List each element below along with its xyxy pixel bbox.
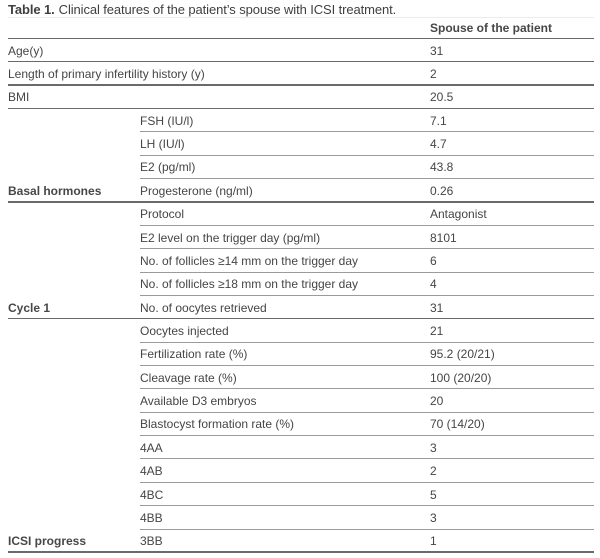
row-value: 43.8 — [430, 160, 454, 175]
table-row-age: Age(y) 31 — [8, 39, 594, 63]
table-row-protocol: Protocol Antagonist — [8, 203, 594, 227]
row-value: 4.7 — [430, 137, 447, 152]
row-parameter: BMI — [8, 90, 30, 105]
row-group-label: Basal hormones — [8, 183, 102, 198]
row-value: Antagonist — [430, 207, 487, 222]
row-value: 6 — [430, 253, 437, 268]
column-header-spouse: Spouse of the patient — [430, 21, 553, 35]
row-group-label: Cycle 1 — [8, 300, 51, 315]
table-caption-label: Table 1. — [8, 2, 55, 17]
row-value: 4 — [430, 277, 437, 292]
table-row-e2: E2 (pg/ml) 43.8 — [8, 156, 594, 180]
table-row-4bb: 4BB 3 — [8, 506, 594, 530]
table-row-bmi: BMI 20.5 — [8, 86, 594, 110]
row-parameter: Blastocyst formation rate (%) — [140, 417, 295, 432]
row-value: 31 — [430, 43, 444, 58]
table-row-4ab: 4AB 2 — [8, 459, 594, 484]
row-value: 20 — [430, 394, 444, 409]
row-value: 7.1 — [430, 113, 447, 128]
row-group-label: ICSI progress — [8, 534, 87, 549]
row-parameter: Progesterone (ng/ml) — [140, 183, 253, 198]
row-parameter: No. of follicles ≥18 mm on the trigger d… — [140, 277, 359, 292]
row-parameter: 4BB — [140, 510, 163, 525]
table-row-lh: LH (IU/l) 4.7 — [8, 132, 594, 157]
row-value: 31 — [430, 300, 444, 315]
row-parameter: No. of oocytes retrieved — [140, 300, 267, 315]
table-row-progesterone: Basal hormones Progesterone (ng/ml) 0.26 — [8, 179, 594, 203]
table-row-oocytes-retrieved: Cycle 1 No. of oocytes retrieved 31 — [8, 296, 594, 320]
table-row-oocytes-injected: Oocytes injected 21 — [8, 319, 594, 344]
row-value: 70 (14/20) — [430, 417, 485, 432]
row-value: 1 — [430, 534, 437, 549]
row-parameter: LH (IU/l) — [140, 137, 185, 152]
row-parameter: Fertilization rate (%) — [140, 347, 248, 362]
row-value: 0.26 — [430, 183, 454, 198]
table-row-4aa: 4AA 3 — [8, 436, 594, 460]
row-parameter: 4AA — [140, 440, 163, 455]
table-header-row: Spouse of the patient — [8, 18, 594, 39]
row-value: 5 — [430, 487, 437, 502]
row-parameter: 3BB — [140, 534, 163, 549]
table-caption: Table 1. Clinical features of the patient… — [0, 0, 600, 17]
row-value: 20.5 — [430, 90, 454, 105]
row-parameter: Age(y) — [8, 43, 44, 58]
table-row-e2-trigger-day: E2 level on the trigger day (pg/ml) 8101 — [8, 226, 594, 250]
table-row-d3-embryos: Available D3 embryos 20 — [8, 389, 594, 414]
row-parameter: Oocytes injected — [140, 323, 229, 338]
row-value: 21 — [430, 323, 444, 338]
row-parameter: FSH (IU/l) — [140, 113, 194, 128]
table-row-blastocyst-rate: Blastocyst formation rate (%) 70 (14/20) — [8, 413, 594, 437]
row-parameter: E2 (pg/ml) — [140, 160, 196, 175]
row-parameter: Protocol — [140, 207, 185, 222]
row-parameter: 4AB — [140, 464, 163, 479]
table-row-fertilization-rate: Fertilization rate (%) 95.2 (20/21) — [8, 343, 594, 367]
table-row-follicles-18mm: No. of follicles ≥18 mm on the trigger d… — [8, 273, 594, 297]
row-value: 2 — [430, 67, 437, 82]
row-parameter: No. of follicles ≥14 mm on the trigger d… — [140, 253, 359, 268]
row-parameter: E2 level on the trigger day (pg/ml) — [140, 230, 321, 245]
row-parameter: Length of primary infertility history (y… — [8, 67, 205, 82]
row-parameter: Available D3 embryos — [140, 394, 257, 409]
table-row-cleavage-rate: Cleavage rate (%) 100 (20/20) — [8, 366, 594, 390]
row-value: 95.2 (20/21) — [430, 347, 495, 362]
clinical-features-table: Spouse of the patient Age(y) 31 Length o… — [8, 17, 594, 554]
row-value: 2 — [430, 464, 437, 479]
row-value: 8101 — [430, 230, 457, 245]
row-value: 100 (20/20) — [430, 370, 492, 385]
table-row-4bc: 4BC 5 — [8, 483, 594, 507]
table-caption-text: Clinical features of the patient’s spous… — [58, 2, 397, 17]
table-row-follicles-14mm: No. of follicles ≥14 mm on the trigger d… — [8, 249, 594, 273]
row-parameter: 4BC — [140, 487, 164, 502]
row-value: 3 — [430, 510, 437, 525]
table-row-3bb: ICSI progress 3BB 1 — [8, 530, 594, 554]
row-value: 3 — [430, 440, 437, 455]
row-parameter: Cleavage rate (%) — [140, 370, 237, 385]
table-row-infertility-history: Length of primary infertility history (y… — [8, 62, 594, 87]
table-row-fsh: FSH (IU/l) 7.1 — [8, 109, 594, 133]
